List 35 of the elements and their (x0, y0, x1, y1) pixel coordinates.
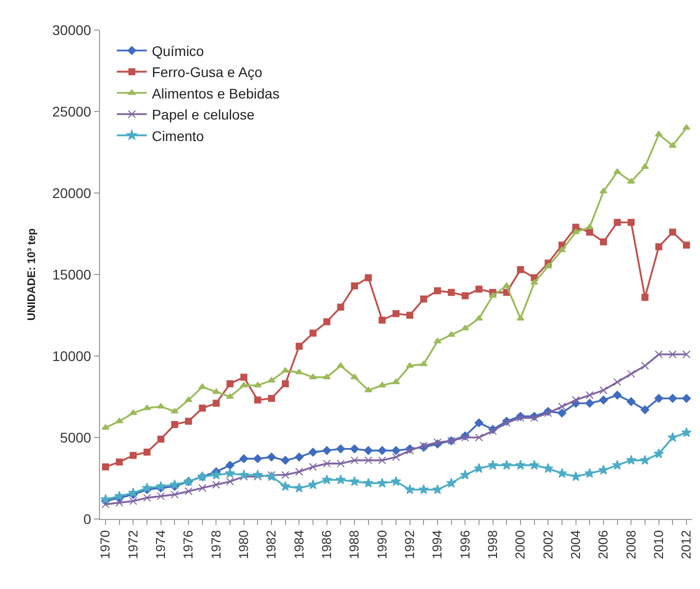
x-tick-label: 2008 (623, 530, 638, 560)
x-tick-label: 1992 (402, 530, 418, 560)
x-tick-label: 1998 (485, 530, 500, 560)
legend-label: Químico (152, 42, 204, 59)
x-tick-label: 1974 (153, 530, 168, 560)
x-tick-label: 1986 (319, 530, 334, 560)
legend-label: Cimento (152, 128, 204, 144)
x-tick-label: 2002 (540, 530, 556, 560)
x-tick-label: 1988 (346, 530, 362, 560)
x-tick-label: 2004 (568, 530, 584, 560)
y-tick-label: 0 (83, 510, 92, 527)
x-tick-label: 2000 (512, 530, 528, 560)
x-tick-label: 1970 (98, 530, 113, 560)
y-tick-label: 5000 (60, 429, 92, 446)
legend-label: Alimentos e Bebidas (152, 85, 280, 102)
y-tick-label: 30000 (52, 22, 92, 38)
y-tick-label: 25000 (52, 103, 92, 120)
y-tick-label: 20000 (52, 184, 92, 201)
x-tick-label: 1982 (264, 530, 279, 560)
x-tick-label: 1994 (430, 530, 445, 560)
x-tick-label: 1990 (374, 530, 390, 560)
x-tick-label: 2010 (651, 530, 666, 560)
x-tick-label: 2012 (678, 530, 694, 560)
y-axis-title: UNIDADE: 10³ tep (26, 228, 38, 321)
x-tick-label: 2006 (596, 530, 611, 560)
y-tick-label: 10000 (52, 348, 92, 364)
x-tick-label: 1978 (208, 530, 224, 560)
x-tick-label: 1984 (291, 530, 306, 560)
legend-label: Ferro-Gusa e Aço (152, 64, 263, 80)
x-tick-label: 1996 (457, 530, 472, 560)
legend-label: Papel e celulose (152, 106, 255, 123)
y-tick-label: 15000 (52, 266, 92, 282)
x-tick-label: 1976 (180, 530, 196, 560)
x-tick-label: 1972 (125, 530, 140, 560)
x-tick-label: 1980 (236, 530, 252, 560)
